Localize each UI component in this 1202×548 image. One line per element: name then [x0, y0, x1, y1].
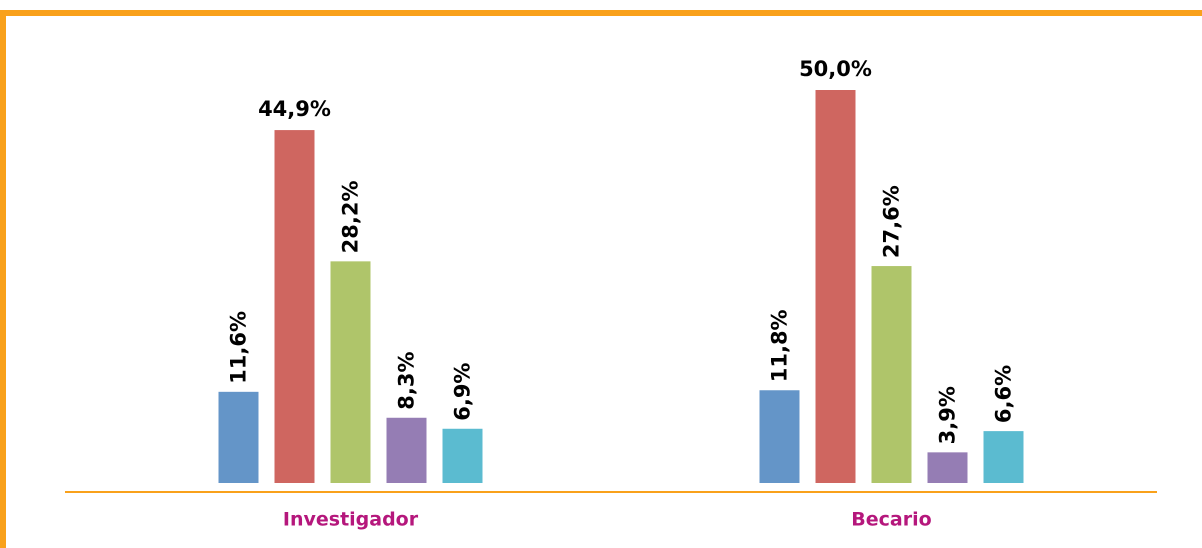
- bar: [815, 90, 856, 483]
- value-label: 50,0%: [799, 57, 872, 81]
- value-label: 11,8%: [768, 309, 792, 382]
- value-label: 44,9%: [258, 97, 331, 121]
- bar: [274, 130, 315, 483]
- bar: [759, 390, 800, 483]
- bar: [330, 261, 371, 483]
- value-label: 3,9%: [936, 386, 960, 444]
- bar: [983, 431, 1024, 483]
- category-label: Investigador: [283, 509, 419, 531]
- category-label: Becario: [851, 509, 931, 531]
- frame-top: [0, 10, 1202, 16]
- bar: [218, 391, 259, 483]
- frame-left: [0, 10, 6, 548]
- value-label: 6,6%: [992, 365, 1016, 423]
- value-label: 8,3%: [395, 352, 419, 410]
- value-label: 27,6%: [880, 185, 904, 258]
- value-label: 11,6%: [227, 311, 251, 384]
- bar: [871, 266, 912, 483]
- value-label: 28,2%: [339, 180, 363, 253]
- value-label: 6,9%: [451, 363, 475, 421]
- bar: [927, 452, 968, 483]
- bar: [442, 428, 483, 483]
- bar: [386, 417, 427, 483]
